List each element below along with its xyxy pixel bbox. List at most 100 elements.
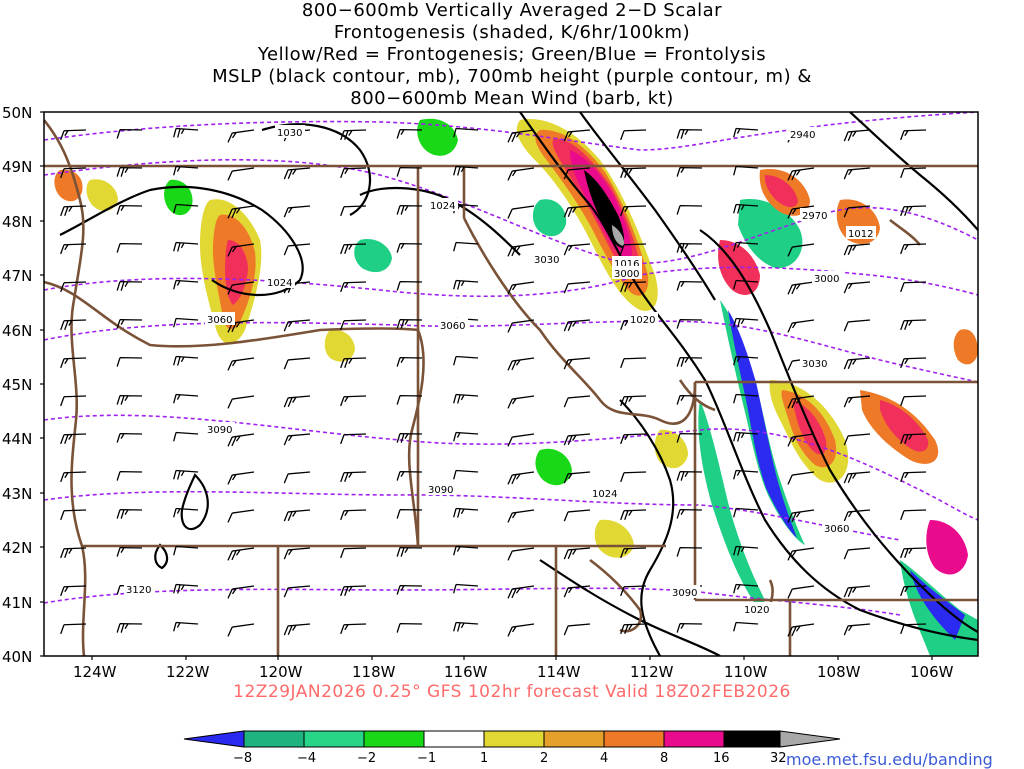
wind-barb: [900, 243, 927, 255]
lat-label: 48N: [2, 213, 32, 231]
wind-barb: [733, 621, 759, 632]
wind-barb: [340, 547, 367, 559]
source-credit-link[interactable]: moe.met.fsu.edu/banding: [786, 750, 993, 769]
height-label: 3060: [440, 321, 465, 332]
wind-barb: [173, 583, 199, 594]
wind-barb: [340, 167, 367, 179]
wind-barb: [843, 509, 871, 522]
wind-barb: [283, 509, 311, 522]
wind-barb: [60, 623, 87, 635]
wind-barb: [396, 204, 423, 215]
wind-barb: [116, 166, 143, 177]
wind-barb: [787, 167, 815, 181]
wind-barb: [733, 165, 759, 176]
wind-barb: [900, 167, 927, 179]
height-label: 2970: [802, 211, 827, 222]
wind-barb: [283, 623, 311, 636]
wind-barb: [843, 205, 871, 218]
wind-barb: [563, 243, 591, 256]
lat-label: 50N: [2, 104, 32, 122]
lon-label: 110W: [724, 663, 768, 681]
wind-barb: [787, 395, 815, 409]
wind-barb: [900, 433, 927, 445]
wind-barb: [843, 129, 871, 142]
lon-label: 116W: [444, 663, 488, 681]
wind-barb: [733, 507, 759, 518]
wind-barb: [507, 129, 535, 143]
lat-label: 41N: [2, 594, 32, 612]
wind-barb: [563, 585, 591, 598]
lat-label: 40N: [2, 648, 32, 666]
wind-barb: [676, 204, 703, 215]
colorbar-cell: [363, 730, 425, 748]
colorbar-label: −8: [233, 751, 252, 766]
wind-barb: [227, 395, 255, 409]
wind-barb: [60, 167, 87, 179]
wind-barb: [227, 129, 255, 143]
mslp-label: 1020: [744, 605, 769, 616]
wind-barb: [173, 355, 199, 366]
title-line-4: MSLP (black contour, mb), 700mb height (…: [212, 66, 812, 87]
mslp-contours: [59, 112, 978, 656]
wind-barb: [507, 319, 535, 333]
wind-barb: [787, 319, 815, 333]
wind-barb: [620, 471, 647, 483]
wind-barb: [507, 357, 535, 371]
wind-barb: [396, 128, 423, 139]
wind-barb: [843, 243, 871, 256]
wind-barb: [396, 508, 423, 519]
wind-barb: [340, 319, 367, 331]
forecast-valid-line: 12Z29JAN2026 0.25° GFS 102hr forecast Va…: [233, 682, 791, 702]
wind-barb: [340, 357, 367, 369]
wind-barb: [116, 318, 143, 329]
wind-barb: [507, 205, 535, 219]
wind-barb: [453, 507, 479, 518]
colorbar-label: 1: [480, 751, 488, 766]
wind-barb: [733, 469, 759, 480]
wind-barb: [507, 623, 535, 637]
wind-barb: [173, 545, 199, 556]
height-label: 3120: [126, 585, 151, 596]
wind-barb: [900, 547, 927, 559]
colorbar-label: 32: [770, 751, 787, 766]
wind-barb: [396, 584, 423, 595]
wind-barb: [116, 242, 143, 253]
wind-barb: [900, 585, 927, 597]
wind-barb: [620, 623, 647, 635]
wind-barb: [507, 281, 535, 295]
title-line-2: Frontogenesis (shaded, K/6hr/100km): [333, 22, 691, 43]
wind-barb: [787, 205, 815, 219]
colorbar-label: −1: [417, 751, 436, 766]
mslp-label: 1012: [848, 229, 873, 240]
wind-barb: [676, 546, 703, 557]
wind-barb: [173, 127, 199, 138]
wind-barb: [507, 585, 535, 599]
wind-barb: [620, 243, 647, 255]
wind-barb: [453, 165, 479, 176]
wind-barb: [620, 281, 647, 293]
wind-barb: [733, 127, 759, 138]
colorbar-cell: [779, 730, 841, 748]
mslp-label: 1024: [267, 278, 292, 289]
wind-barb: [340, 395, 367, 407]
wind-barb: [340, 243, 367, 255]
wind-barb: [60, 395, 87, 407]
colorbar-label: 2: [540, 751, 548, 766]
wind-barb: [283, 547, 311, 560]
wind-barb: [900, 319, 927, 331]
wind-barb: [900, 129, 927, 141]
wind-barb: [453, 431, 479, 442]
wind-barb: [60, 129, 87, 141]
wind-barb: [843, 433, 871, 446]
wind-barb: [60, 509, 87, 521]
wind-barb: [787, 243, 815, 257]
longitude-labels: 124W 122W 120W 118W 116W 114W 112W 110W …: [73, 663, 954, 681]
wind-barb: [843, 585, 871, 598]
wind-barb: [453, 583, 479, 594]
mslp-label: 1020: [630, 315, 655, 326]
wind-barb: [340, 129, 367, 141]
height-label: 3060: [824, 524, 849, 535]
wind-barb: [396, 432, 423, 443]
wind-barb: [733, 241, 759, 252]
wind-barb: [676, 128, 703, 139]
